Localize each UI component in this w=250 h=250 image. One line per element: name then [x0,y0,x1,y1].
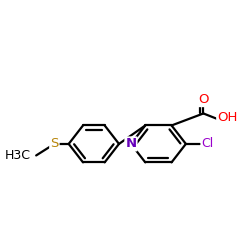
Text: H3C: H3C [5,149,31,162]
Text: Cl: Cl [202,138,214,150]
Text: OH: OH [217,111,238,124]
Text: S: S [50,138,58,150]
Text: O: O [198,93,209,106]
Text: N: N [126,138,136,150]
